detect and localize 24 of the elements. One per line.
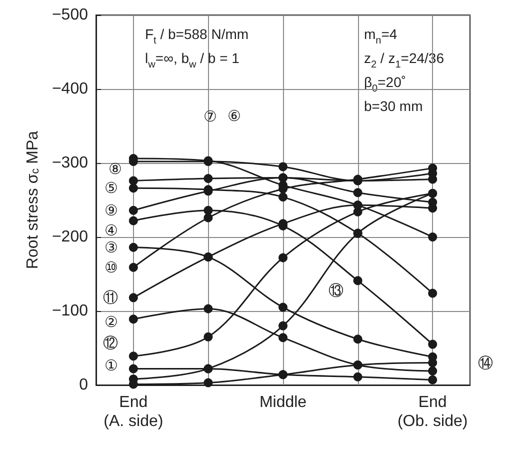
text: ⑥ <box>227 106 241 125</box>
x-tick-label: End (A. side) <box>104 394 164 430</box>
text: ⑦ <box>203 108 217 126</box>
y-tick-label: −400 <box>52 80 88 98</box>
series-label: ⑤ <box>104 179 118 198</box>
series-label: ⑩ <box>104 258 118 276</box>
series-label: ⑪ <box>102 288 118 307</box>
series-label: ⑫ <box>102 334 118 352</box>
y-tick-label: 0 <box>79 376 88 394</box>
series-label: ⑧ <box>108 160 122 178</box>
y-axis-title: Root stress σc MPa <box>24 130 42 270</box>
series-label: ③ <box>104 238 118 256</box>
series-label: ⑬ <box>328 281 344 300</box>
y-tick-label: −500 <box>52 6 88 24</box>
series-label: ④ <box>104 222 118 240</box>
x-tick-label: End (Ob. side) <box>397 394 468 430</box>
y-tick-label: −200 <box>52 228 88 246</box>
text: ⑭ <box>478 354 494 372</box>
x-tick-label: Middle <box>259 394 307 411</box>
series-label: ② <box>104 313 118 332</box>
y-tick-label: −100 <box>52 302 88 320</box>
series-label: ⑨ <box>104 201 118 220</box>
series-label: ① <box>104 356 118 375</box>
y-tick-label: −300 <box>52 154 88 172</box>
